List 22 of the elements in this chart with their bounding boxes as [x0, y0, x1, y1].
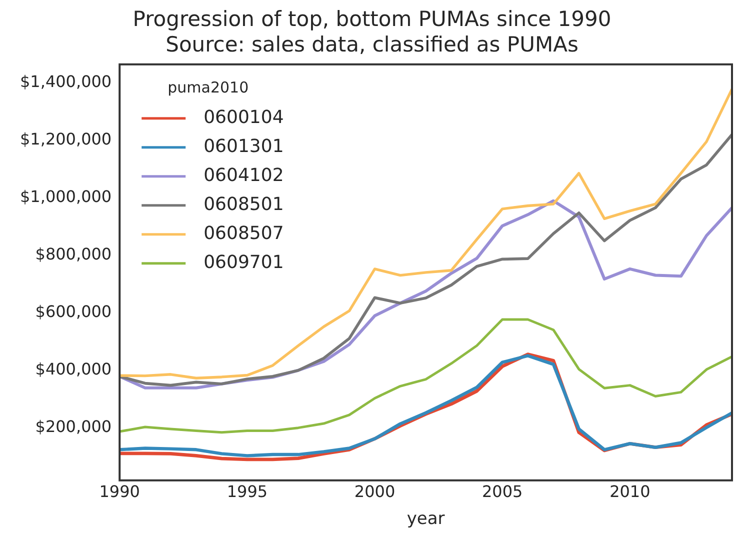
legend-label: 0600104: [204, 107, 284, 128]
legend-label: 0601301: [204, 136, 284, 158]
x-axis-title: year: [406, 509, 445, 530]
legend-title: puma2010: [168, 78, 249, 96]
y-tick-label: $400,000: [35, 360, 112, 379]
x-tick-label: 2000: [354, 482, 396, 502]
y-tick-label: $200,000: [35, 416, 112, 436]
legend-label: 0608501: [204, 194, 284, 216]
chart-subtitle: Source: sales data, classified as PUMAs: [166, 32, 578, 56]
x-tick-label: 2005: [482, 482, 523, 502]
chart-title: Progression of top, bottom PUMAs since 1990: [132, 7, 612, 32]
legend-label: 0604102: [204, 165, 284, 186]
y-tick-label: $1,000,000: [20, 187, 112, 206]
legend-label: 0609701: [204, 252, 284, 274]
y-tick-label: $1,400,000: [20, 72, 112, 92]
x-tick-label: 1995: [226, 482, 268, 502]
y-tick-label: $600,000: [35, 302, 112, 322]
y-tick-label: $800,000: [35, 244, 112, 264]
x-tick-label: 2010: [610, 482, 650, 502]
legend-label: 0608507: [204, 223, 284, 244]
y-tick-label: $1,200,000: [20, 130, 112, 149]
x-tick-label: 1990: [99, 482, 140, 502]
